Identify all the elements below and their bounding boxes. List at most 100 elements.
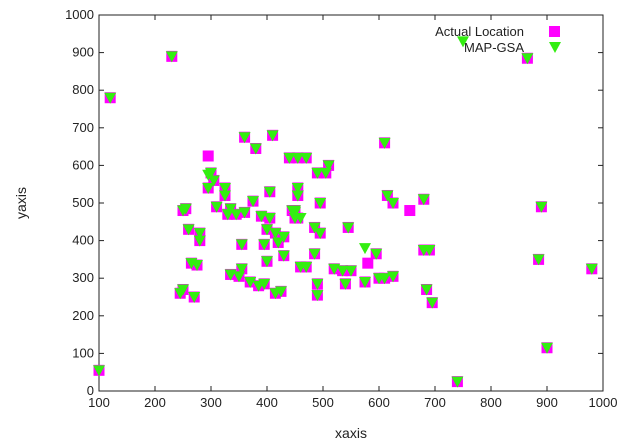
actual-location-point xyxy=(362,257,374,269)
map-gsa-point xyxy=(193,235,206,247)
actual-location-point xyxy=(202,150,214,162)
map-gsa-point xyxy=(258,239,271,251)
map-gsa-point xyxy=(300,261,313,273)
map-gsa-point xyxy=(423,245,436,256)
map-gsa-point xyxy=(244,276,257,288)
map-gsa-point xyxy=(266,130,279,142)
map-gsa-point xyxy=(104,92,117,104)
map-gsa-point xyxy=(224,203,237,215)
map-gsa-point xyxy=(261,256,273,268)
map-gsa-point xyxy=(221,209,234,221)
actual-location-point xyxy=(404,205,416,217)
map-gsa-point xyxy=(532,254,545,266)
map-gsa-point xyxy=(359,243,371,255)
y-tick-label: 500 xyxy=(72,195,94,210)
axis-ticks: 100 200 300 400 500 600 700 800 900 1000010020030… xyxy=(65,7,617,410)
y-tick-label: 300 xyxy=(72,270,94,285)
y-tick-label: 900 xyxy=(72,45,94,60)
map-gsa-point xyxy=(370,248,383,260)
map-gsa-point xyxy=(185,258,198,270)
y-axis-title: yaxis xyxy=(13,187,29,219)
map-gsa-point xyxy=(291,182,304,194)
map-gsa-point xyxy=(339,278,352,290)
map-gsa-point xyxy=(373,273,385,285)
x-tick-label: 300 xyxy=(200,395,222,410)
map-gsa-point xyxy=(378,137,391,149)
map-gsa-point xyxy=(193,228,206,240)
map-gsa-point xyxy=(426,297,439,309)
map-gsa-point xyxy=(263,213,276,225)
map-gsa-point xyxy=(177,205,189,217)
map-gsa-point xyxy=(269,288,282,300)
x-tick-label: 500 xyxy=(312,395,334,410)
map-gsa-point xyxy=(269,228,282,240)
map-gsa-point xyxy=(311,278,324,290)
map-gsa-point xyxy=(182,224,195,236)
x-tick-label: 400 xyxy=(256,395,278,410)
map-gsa-point xyxy=(235,263,248,275)
x-tick-label: 100 xyxy=(88,395,110,410)
map-gsa-point xyxy=(387,271,399,283)
x-tick-label: 200 xyxy=(144,395,166,410)
map-gsa-point xyxy=(210,201,223,213)
x-tick-label: 800 xyxy=(480,395,502,410)
map-gsa-point xyxy=(289,213,301,225)
map-gsa-point xyxy=(336,265,349,277)
map-gsa-point xyxy=(308,222,321,234)
map-gsa-point xyxy=(417,194,430,206)
map-gsa-point xyxy=(420,284,433,296)
map-gsa-point xyxy=(308,248,321,260)
map-gsa-point xyxy=(311,290,324,302)
map-gsa-point xyxy=(291,190,304,202)
map-gsa-point xyxy=(252,280,265,292)
x-tick-label: 1000 xyxy=(589,395,618,410)
map-gsa-point xyxy=(457,36,469,48)
map-gsa-point xyxy=(541,342,553,354)
map-gsa-point xyxy=(286,205,299,217)
x-tick-label: 900 xyxy=(536,395,558,410)
map-gsa-point xyxy=(235,239,248,251)
map-gsa-point xyxy=(381,190,394,202)
map-gsa-point xyxy=(261,224,273,236)
y-tick-label: 100 xyxy=(72,345,94,360)
plot-area xyxy=(98,14,604,392)
x-tick-label: 600 xyxy=(368,395,390,410)
legend-label-actual: Actual Location xyxy=(435,24,524,39)
map-gsa-point xyxy=(205,167,217,179)
y-tick-label: 1000 xyxy=(65,7,94,22)
y-tick-label: 800 xyxy=(72,82,94,97)
map-gsa-point xyxy=(174,288,187,300)
y-tick-label: 600 xyxy=(72,157,94,172)
map-gsa-point xyxy=(224,269,237,281)
map-gsa-point xyxy=(521,53,534,65)
map-gsa-point xyxy=(93,365,105,377)
map-gsa-point xyxy=(272,237,285,249)
legend-marker-map-gsa xyxy=(549,42,561,53)
map-gsa-point xyxy=(314,198,327,209)
data-points xyxy=(93,36,598,388)
map-gsa-point xyxy=(359,276,371,288)
map-gsa-point xyxy=(165,51,178,63)
map-gsa-point xyxy=(230,209,243,221)
map-gsa-point xyxy=(345,265,357,277)
map-gsa-point xyxy=(277,231,290,243)
map-gsa-point xyxy=(314,228,327,240)
x-tick-label: 700 xyxy=(424,395,446,410)
map-gsa-point xyxy=(322,160,335,172)
map-gsa-point xyxy=(233,271,245,283)
map-gsa-point xyxy=(585,263,598,275)
map-gsa-point xyxy=(219,182,231,194)
map-gsa-point xyxy=(451,376,464,388)
map-gsa-point xyxy=(219,190,231,202)
map-gsa-point xyxy=(247,196,259,208)
y-tick-label: 400 xyxy=(72,233,94,248)
map-gsa-point xyxy=(311,167,324,179)
map-gsa-point xyxy=(342,222,355,234)
map-gsa-point xyxy=(263,186,276,198)
map-gsa-point xyxy=(277,250,290,262)
map-gsa-point xyxy=(238,132,251,144)
map-gsa-point xyxy=(300,152,313,164)
legend-label-map-gsa: MAP-GSA xyxy=(464,40,524,55)
y-tick-label: 700 xyxy=(72,120,94,135)
